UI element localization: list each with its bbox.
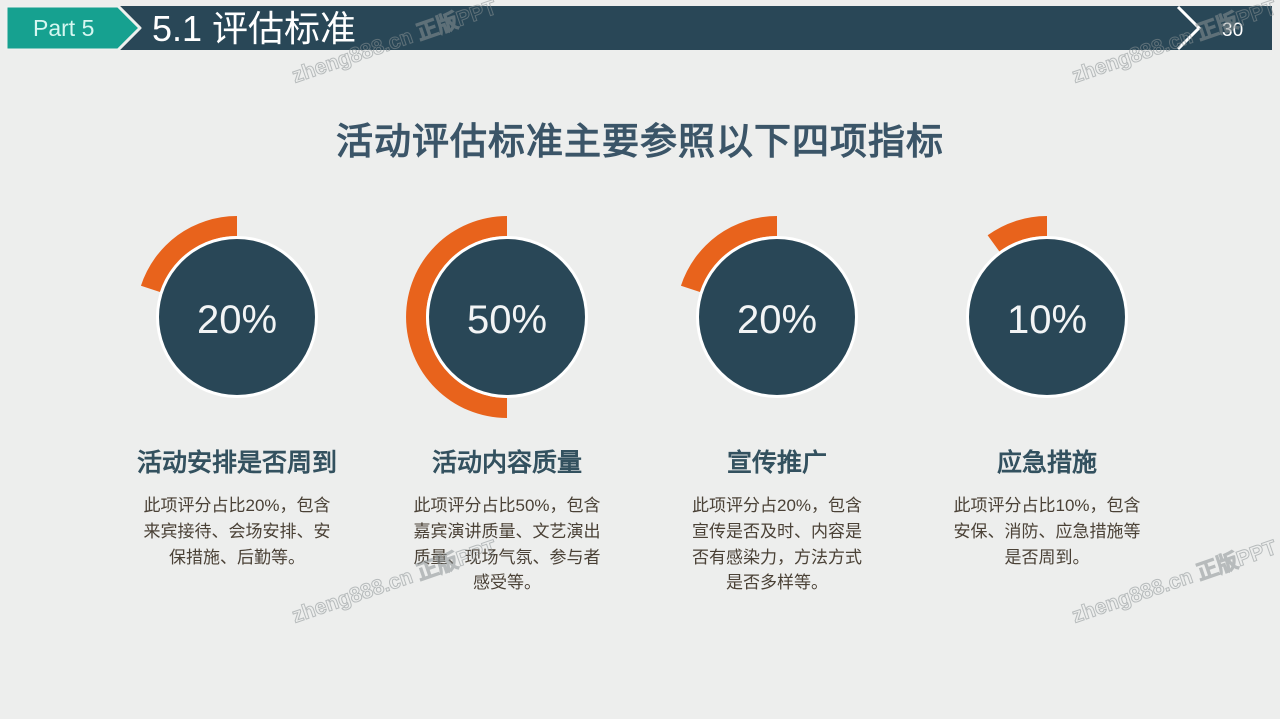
svg-text:20%: 20%: [197, 298, 277, 342]
svg-text:20%: 20%: [737, 298, 817, 342]
svg-text:10%: 10%: [1007, 298, 1087, 342]
svg-text:50%: 50%: [467, 298, 547, 342]
